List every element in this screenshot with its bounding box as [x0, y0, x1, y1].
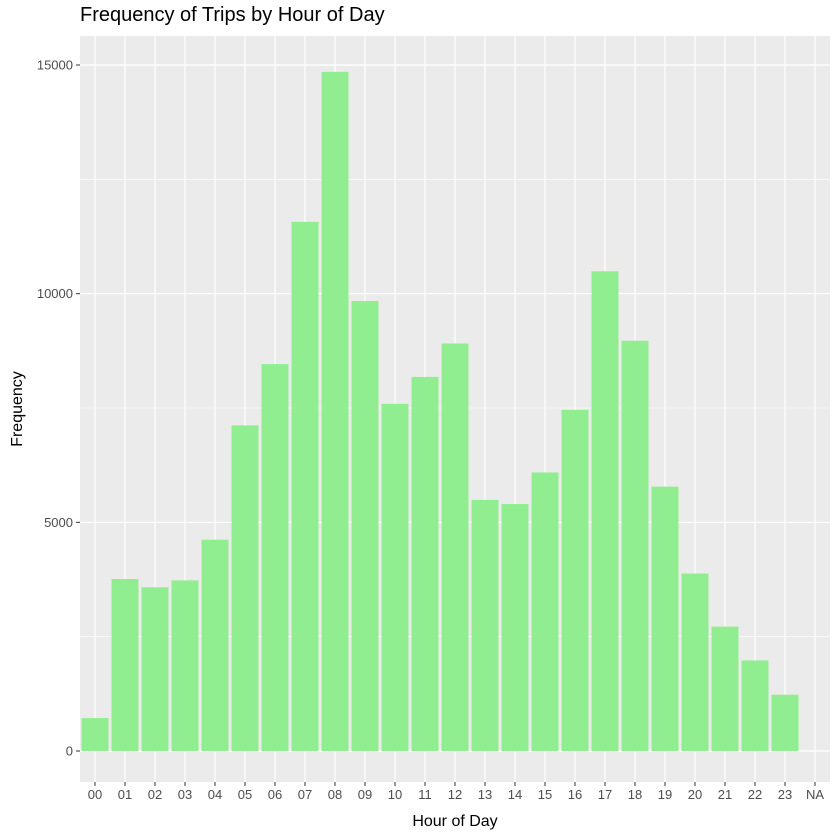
bar-07: [291, 221, 319, 751]
y-axis: 0 5000 10000 15000: [37, 58, 80, 759]
x-tick-label: 14: [508, 787, 522, 802]
x-tick-label: 16: [568, 787, 582, 802]
bar-13: [471, 499, 499, 751]
x-tick-label: 19: [658, 787, 672, 802]
bar-00: [81, 718, 109, 751]
bar-06: [261, 364, 289, 751]
x-tick-label: 20: [688, 787, 702, 802]
bar-08: [321, 71, 349, 752]
x-tick-label: 03: [178, 787, 192, 802]
bar-23: [771, 694, 799, 751]
x-tick-label: 05: [238, 787, 252, 802]
x-axis-title: Hour of Day: [412, 813, 497, 830]
y-tick-label: 15000: [37, 58, 73, 73]
bar-03: [171, 580, 199, 751]
x-tick-label: 22: [748, 787, 762, 802]
bar-17: [591, 271, 619, 751]
y-axis-title: Frequency: [9, 371, 26, 447]
y-tick-label: 10000: [37, 286, 73, 301]
x-tick-label: 00: [88, 787, 102, 802]
chart-title: Frequency of Trips by Hour of Day: [80, 4, 385, 26]
x-tick-label: 11: [418, 787, 432, 802]
y-tick-label: 0: [66, 744, 73, 759]
x-tick-label: 23: [778, 787, 792, 802]
x-tick-label: NA: [806, 787, 824, 802]
bar-22: [741, 660, 769, 751]
x-axis: 00 01 02 03 04 05 06 07 08 09 10 11 12 13 14 15 16 17 18 19…: [88, 782, 824, 802]
x-tick-label: 15: [538, 787, 552, 802]
x-tick-label: 17: [598, 787, 612, 802]
x-tick-label: 09: [358, 787, 372, 802]
bar-02: [141, 587, 169, 751]
bars: [81, 71, 799, 752]
bar-04: [201, 539, 229, 751]
x-tick-label: 02: [148, 787, 162, 802]
x-tick-label: 08: [328, 787, 342, 802]
bar-09: [351, 300, 379, 751]
x-tick-label: 13: [478, 787, 492, 802]
x-tick-label: 07: [298, 787, 312, 802]
bar-14: [501, 504, 529, 751]
bar-15: [531, 472, 559, 751]
x-tick-label: 12: [448, 787, 462, 802]
bar-20: [681, 573, 709, 751]
bar-10: [381, 403, 409, 751]
x-tick-label: 18: [628, 787, 642, 802]
y-tick-label: 5000: [44, 515, 73, 530]
bar-05: [231, 425, 259, 751]
bar-21: [711, 626, 739, 751]
x-tick-label: 06: [268, 787, 282, 802]
x-tick-label: 04: [208, 787, 222, 802]
bar-12: [441, 343, 469, 751]
x-tick-label: 21: [718, 787, 732, 802]
x-tick-label: 01: [118, 787, 132, 802]
x-tick-label: 10: [388, 787, 402, 802]
bar-11: [411, 376, 439, 751]
bar-19: [651, 486, 679, 751]
bar-18: [621, 340, 649, 751]
bar-16: [561, 409, 589, 751]
bar-01: [111, 579, 139, 751]
